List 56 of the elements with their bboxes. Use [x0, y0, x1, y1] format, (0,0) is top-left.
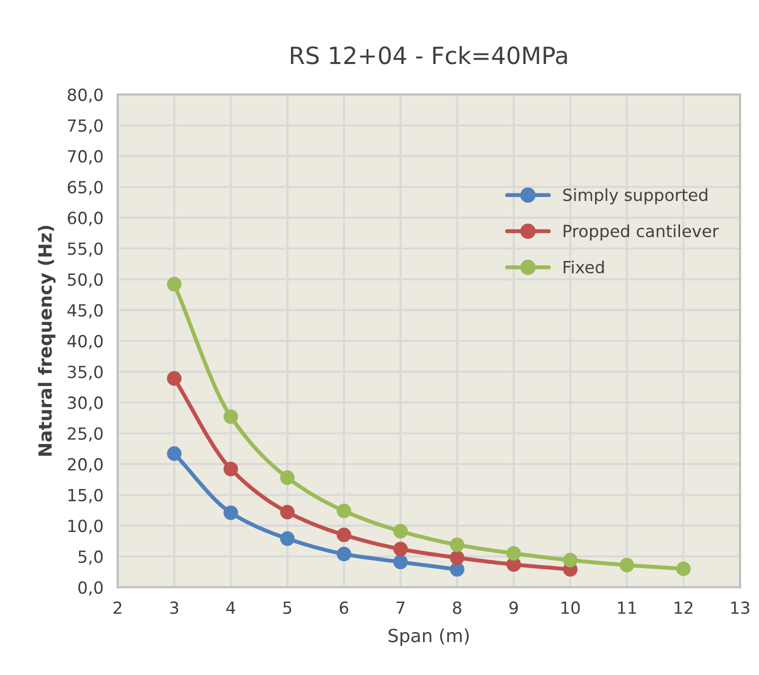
- x-tick-label: 10: [562, 601, 580, 614]
- y-tick-label: 55,0: [68, 242, 103, 257]
- point: [393, 542, 408, 556]
- x-axis-title: Span (m): [388, 628, 469, 646]
- y-tick-label: 75,0: [68, 119, 103, 134]
- y-tick-label: 25,0: [68, 427, 103, 442]
- x-tick-label: 12: [674, 601, 692, 614]
- y-tick-label: 40,0: [67, 334, 103, 350]
- y-tick-label: 45,0: [67, 304, 103, 318]
- y-tick-label: 15,0: [68, 488, 103, 504]
- x-tick-label: 3: [170, 601, 178, 614]
- point: [280, 504, 295, 520]
- y-tick-label: 60,0: [68, 212, 103, 226]
- y-tick-label: 65,0: [68, 180, 103, 196]
- y-tick-label: 20,0: [68, 458, 103, 472]
- x-tick-label: 9: [509, 601, 518, 614]
- y-tick-label: 0,0: [78, 581, 103, 596]
- x-tick-label: 11: [618, 602, 636, 614]
- y-tick-label: 50,0: [68, 273, 103, 288]
- x-tick-label: 2: [114, 601, 122, 614]
- point: [620, 558, 634, 572]
- x-tick-label: 5: [283, 602, 292, 614]
- point: [166, 276, 182, 292]
- point: [393, 554, 408, 570]
- point: [280, 470, 295, 485]
- y-tick-label: 30,0: [68, 396, 103, 411]
- point: [280, 531, 295, 546]
- point: [166, 371, 182, 386]
- chart-title: RS 12+04 - Fck=40MPa: [290, 46, 567, 64]
- point: [166, 446, 182, 461]
- y-axis-title: Natural frequency (Hz): [38, 226, 56, 456]
- y-tick-label: 80,0: [68, 88, 103, 103]
- point: [224, 462, 238, 476]
- point: [450, 537, 464, 552]
- x-tick-label: 7: [396, 602, 404, 614]
- legend-label: Fixed: [564, 260, 604, 274]
- point: [336, 528, 352, 542]
- y-tick-label: 70,0: [68, 150, 103, 164]
- point: [563, 552, 578, 568]
- legend-label: Propped cantilever: [564, 224, 719, 241]
- x-tick-label: 8: [452, 601, 462, 614]
- y-tick-label: 35,0: [68, 366, 103, 380]
- point: [336, 504, 352, 518]
- x-tick-label: 4: [226, 602, 236, 614]
- point: [224, 409, 238, 424]
- point: [336, 546, 352, 562]
- point: [676, 561, 691, 576]
- y-tick-label: 5,0: [78, 550, 103, 565]
- x-tick-label: 13: [731, 601, 750, 614]
- point: [506, 546, 521, 561]
- y-tick-label: 10,0: [68, 520, 103, 534]
- point: [450, 550, 464, 565]
- legend-label: Simply supported: [563, 188, 708, 204]
- point: [224, 505, 238, 520]
- point: [393, 524, 408, 538]
- x-tick-label: 6: [340, 601, 348, 614]
